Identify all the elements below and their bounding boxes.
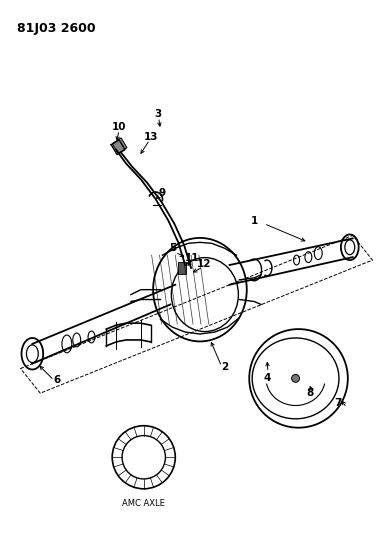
Text: 5: 5 (169, 243, 176, 253)
Text: 11: 11 (185, 253, 199, 263)
Polygon shape (112, 138, 127, 154)
Text: 12: 12 (197, 259, 211, 269)
Text: 7: 7 (334, 398, 342, 408)
Circle shape (292, 375, 299, 382)
Text: 8: 8 (307, 388, 314, 398)
Text: 2: 2 (221, 361, 228, 372)
Text: 13: 13 (143, 132, 158, 142)
Text: 1: 1 (250, 216, 258, 225)
Text: 6: 6 (53, 375, 61, 385)
Text: 81J03 2600: 81J03 2600 (16, 21, 95, 35)
Text: 10: 10 (112, 122, 126, 132)
Polygon shape (178, 262, 186, 274)
Text: 9: 9 (159, 188, 166, 198)
Text: AMC AXLE: AMC AXLE (122, 499, 165, 507)
Text: 4: 4 (263, 374, 270, 383)
Text: 3: 3 (154, 109, 161, 119)
